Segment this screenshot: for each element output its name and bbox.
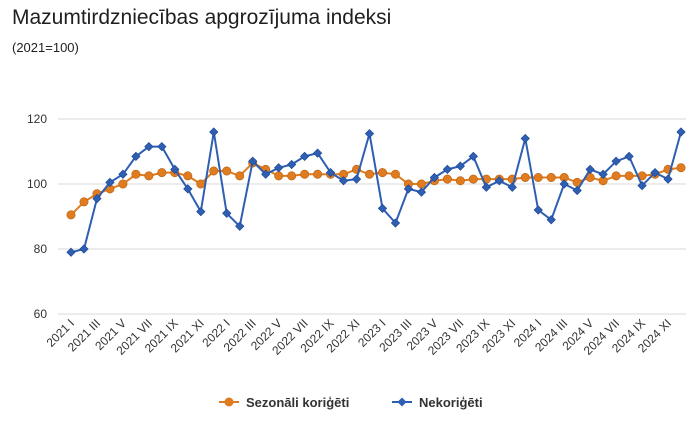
legend-label: Sezonāli koriģēti (246, 395, 349, 410)
data-point (222, 208, 232, 218)
data-point (377, 203, 388, 213)
data-point (611, 171, 621, 181)
data-point (118, 169, 128, 179)
data-point (676, 127, 686, 137)
data-point (455, 176, 465, 186)
y-axis-ticks: 60 80 100 120 (27, 112, 47, 321)
data-point (144, 142, 154, 152)
y-tick-label: 120 (27, 112, 47, 126)
data-point (183, 184, 193, 194)
data-point (390, 218, 401, 228)
data-point (274, 171, 284, 181)
data-point (481, 182, 491, 192)
data-point (157, 142, 167, 152)
legend-item-1: Sezonāli koriģēti (219, 395, 349, 410)
data-point (624, 171, 634, 181)
data-point (559, 179, 569, 189)
data-point (79, 197, 89, 207)
data-point (611, 156, 621, 166)
data-point (338, 176, 349, 186)
data-point (300, 169, 310, 179)
data-point (468, 174, 478, 184)
data-point (429, 172, 440, 183)
data-point (403, 184, 414, 194)
y-tick-label: 80 (34, 242, 48, 256)
data-point (533, 173, 543, 183)
chart-subtitle: (2021=100) (12, 40, 79, 55)
data-point (196, 207, 206, 217)
legend-label: Nekoriģēti (419, 395, 483, 410)
data-point (105, 177, 115, 187)
data-point (313, 169, 323, 179)
legend: Sezonāli koriģēti Nekoriģēti (219, 395, 483, 410)
data-point (585, 164, 595, 174)
data-point (222, 166, 232, 176)
data-point (364, 129, 375, 139)
legend-item-2: Nekoriģēti (392, 395, 483, 410)
data-point (287, 171, 297, 181)
data-point (598, 169, 608, 179)
data-point (157, 168, 167, 178)
data-point (183, 171, 193, 181)
data-point (416, 187, 427, 197)
data-point (325, 168, 336, 178)
data-point (299, 151, 310, 161)
data-point (637, 181, 647, 191)
data-point (235, 171, 245, 181)
chart-title: Mazumtirdzniecības apgrozījuma indeksi (12, 6, 392, 29)
data-point (131, 151, 141, 161)
legend-marker (224, 397, 234, 407)
data-point (624, 151, 634, 161)
data-point (468, 151, 478, 161)
data-point (442, 174, 452, 184)
data-point (676, 163, 686, 173)
data-point (546, 173, 556, 183)
data-point (261, 169, 271, 179)
data-point (390, 169, 400, 179)
data-point (494, 176, 504, 186)
series-line (70, 131, 682, 254)
data-point (351, 174, 362, 184)
data-point (209, 127, 219, 137)
data-point (650, 168, 660, 178)
data-point (92, 194, 102, 204)
data-point (312, 148, 323, 158)
data-point (196, 179, 206, 189)
data-point (365, 169, 375, 179)
data-point (118, 179, 128, 189)
data-point (507, 182, 517, 192)
data-point (287, 159, 297, 170)
data-point (520, 173, 530, 183)
data-point (546, 215, 556, 225)
y-tick-label: 60 (34, 307, 48, 321)
data-point (79, 244, 89, 254)
data-point (66, 247, 76, 257)
legend-marker (397, 397, 407, 407)
data-point (442, 164, 453, 174)
data-point (170, 164, 180, 174)
data-point (533, 205, 543, 215)
data-point (416, 179, 426, 189)
data-point (248, 156, 258, 166)
series-group (66, 127, 686, 257)
data-point (663, 174, 673, 184)
data-point (144, 171, 154, 181)
y-tick-label: 100 (27, 177, 47, 191)
data-point (377, 168, 387, 178)
data-point (66, 210, 76, 220)
data-point (209, 166, 219, 176)
data-point (131, 169, 141, 179)
data-point (520, 133, 530, 144)
data-point (455, 161, 465, 171)
data-point (235, 221, 245, 231)
series-2 (66, 127, 686, 257)
data-point (274, 163, 284, 173)
data-point (572, 185, 582, 196)
